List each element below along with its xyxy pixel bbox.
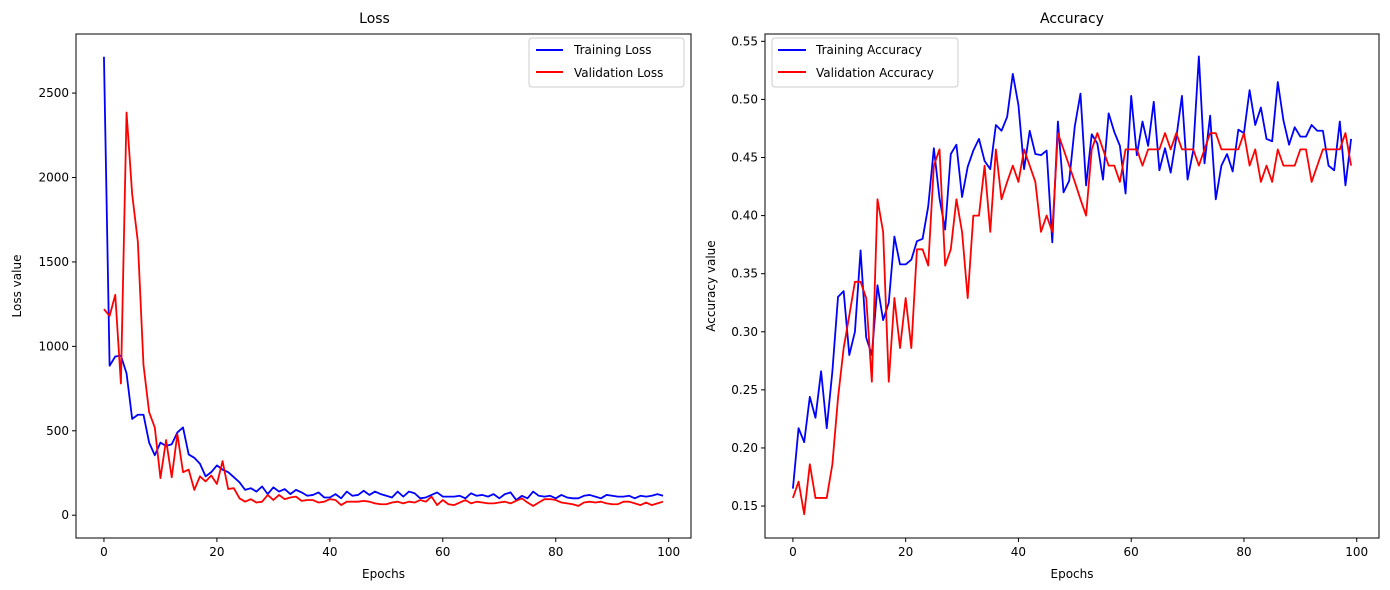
- accuracy-y-tick-label: 0.30: [731, 325, 758, 339]
- accuracy-x-tick-label: 40: [1011, 545, 1026, 559]
- loss-axes-frame: [75, 33, 692, 539]
- accuracy-y-tick-label: 0.20: [731, 441, 758, 455]
- accuracy-axes-frame: [764, 33, 1380, 539]
- loss-x-tick-label: 60: [435, 545, 450, 559]
- loss-y-tick-label: 1500: [38, 255, 69, 269]
- accuracy-x-tick-label: 20: [898, 545, 913, 559]
- loss-x-tick-label: 80: [548, 545, 563, 559]
- loss-chart-title: Loss: [359, 11, 390, 27]
- accuracy-y-tick-label: 0.55: [731, 34, 758, 48]
- loss-x-tick-label: 20: [209, 545, 224, 559]
- loss-y-tick-label: 2500: [38, 86, 69, 100]
- accuracy-legend-label-validation: Validation Accuracy: [816, 66, 934, 80]
- accuracy-x-axis-label: Epochs: [1051, 567, 1094, 581]
- accuracy-x-tick-label: 0: [789, 545, 797, 559]
- loss-y-tick-label: 1000: [38, 339, 69, 353]
- accuracy-x-ticks: 0 20 40 60 80 100: [789, 538, 1368, 559]
- accuracy-y-tick-label: 0.45: [731, 151, 758, 165]
- accuracy-x-tick-label: 100: [1345, 545, 1368, 559]
- accuracy-y-axis-label: Accuracy value: [704, 240, 718, 331]
- loss-legend-label-validation: Validation Loss: [574, 66, 663, 80]
- accuracy-plot-area: [792, 55, 1352, 516]
- loss-y-tick-label: 500: [46, 424, 69, 438]
- loss-x-axis-label: Epochs: [362, 567, 405, 581]
- loss-legend: Training Loss Validation Loss: [528, 37, 685, 88]
- accuracy-y-tick-label: 0.40: [731, 209, 758, 223]
- loss-x-tick-label: 100: [657, 545, 680, 559]
- accuracy-validation-series-line: [792, 132, 1352, 516]
- loss-plot-area: [103, 56, 664, 507]
- loss-x-tick-label: 0: [100, 545, 108, 559]
- loss-x-tick-label: 40: [322, 545, 337, 559]
- accuracy-y-tick-label: 0.25: [731, 383, 758, 397]
- accuracy-legend-label-training: Training Accuracy: [815, 43, 922, 57]
- loss-panel: Loss 0 20 40 60 80 100 0 500 1000 1500 2000 2500 E…: [10, 11, 692, 581]
- loss-validation-series-line: [103, 111, 664, 507]
- accuracy-chart-title: Accuracy: [1040, 11, 1104, 27]
- loss-legend-label-training: Training Loss: [573, 43, 651, 57]
- accuracy-legend: Training Accuracy Validation Accuracy: [771, 37, 959, 88]
- accuracy-x-tick-label: 60: [1124, 545, 1139, 559]
- loss-y-ticks: 0 500 1000 1500 2000 2500: [38, 86, 76, 522]
- accuracy-panel: Accuracy 0 20 40 60 80 100 0.150.200.250.300.…: [704, 11, 1380, 581]
- loss-legend-box: [528, 37, 685, 88]
- loss-x-ticks: 0 20 40 60 80 100: [100, 538, 680, 559]
- loss-y-tick-label: 0: [61, 508, 69, 522]
- loss-y-axis-label: Loss value: [10, 255, 24, 318]
- accuracy-y-tick-label: 0.50: [731, 92, 758, 106]
- loss-y-tick-label: 2000: [38, 171, 69, 185]
- accuracy-y-tick-label: 0.35: [731, 267, 758, 281]
- accuracy-legend-box: [771, 37, 959, 88]
- accuracy-y-tick-label: 0.15: [731, 499, 758, 513]
- loss-training-series-line: [103, 56, 664, 501]
- accuracy-x-tick-label: 80: [1236, 545, 1251, 559]
- accuracy-y-ticks: 0.15 0.20 0.25 0.30 0.35 0.40 0.45 0.50 0.55: [731, 34, 765, 513]
